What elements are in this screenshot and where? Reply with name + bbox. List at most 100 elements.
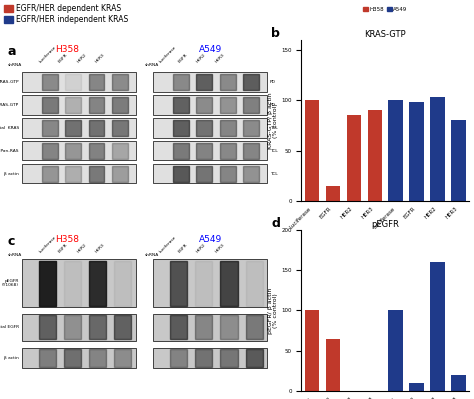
Text: Luciferase: Luciferase — [39, 235, 58, 254]
Text: pEGFR
(Y1068): pEGFR (Y1068) — [2, 279, 19, 287]
Bar — [197, 97, 212, 113]
Bar — [243, 97, 259, 113]
Bar — [22, 348, 136, 368]
Text: EGFR: EGFR — [57, 53, 69, 64]
Bar — [39, 261, 56, 306]
Bar — [64, 349, 81, 367]
Text: EGFR: EGFR — [57, 243, 69, 254]
Bar — [22, 95, 136, 115]
Bar — [65, 74, 81, 90]
Bar — [114, 315, 131, 340]
Bar — [173, 97, 189, 113]
Bar — [65, 143, 81, 159]
Bar — [389, 310, 403, 391]
Text: HER2: HER2 — [196, 53, 207, 64]
Bar — [39, 315, 56, 340]
Text: PD: PD — [270, 80, 276, 84]
Bar — [243, 166, 259, 182]
Bar — [170, 261, 187, 306]
Bar — [326, 339, 340, 391]
Bar — [22, 164, 136, 183]
Bar — [173, 143, 189, 159]
Bar — [197, 74, 212, 90]
Bar — [39, 349, 56, 367]
Bar — [195, 261, 212, 306]
Text: HER2: HER2 — [76, 53, 87, 64]
Bar — [220, 120, 236, 136]
Text: TCL: TCL — [270, 126, 278, 130]
Bar — [246, 261, 263, 306]
Bar — [65, 120, 81, 136]
Bar — [220, 261, 237, 306]
Text: H358: H358 — [55, 45, 80, 54]
Bar — [173, 120, 189, 136]
Bar — [197, 120, 212, 136]
Bar — [22, 259, 136, 307]
Bar — [220, 97, 236, 113]
Bar — [173, 166, 189, 182]
Bar — [153, 95, 267, 115]
Text: HER3: HER3 — [95, 243, 106, 254]
Bar — [112, 120, 128, 136]
Bar — [243, 74, 259, 90]
Bar — [89, 120, 104, 136]
Bar — [153, 164, 267, 183]
Text: Pan-RAS-GTP: Pan-RAS-GTP — [0, 103, 19, 107]
Bar — [114, 349, 131, 367]
Bar — [22, 73, 136, 92]
Bar — [220, 166, 236, 182]
Bar — [22, 141, 136, 160]
Bar — [112, 74, 128, 90]
Bar — [89, 315, 106, 340]
Text: shRNA: shRNA — [145, 63, 159, 67]
Bar — [89, 97, 104, 113]
Bar — [42, 74, 57, 90]
Text: TCL: TCL — [270, 172, 278, 176]
Bar — [89, 143, 104, 159]
Bar — [42, 97, 57, 113]
Text: HER3: HER3 — [214, 243, 226, 254]
Text: shRNA: shRNA — [8, 253, 22, 257]
Bar — [153, 118, 267, 138]
Text: β actin: β actin — [4, 356, 19, 360]
Text: Total EGFR: Total EGFR — [0, 326, 19, 330]
Bar — [410, 102, 424, 201]
Bar — [65, 97, 81, 113]
Bar — [64, 315, 81, 340]
Text: HER3: HER3 — [214, 53, 226, 64]
Bar — [64, 261, 81, 306]
Bar — [305, 310, 319, 391]
Text: PD: PD — [270, 103, 276, 107]
Text: shRNA: shRNA — [8, 63, 22, 67]
Bar — [246, 315, 263, 340]
Text: Luciferase: Luciferase — [159, 235, 177, 254]
Bar — [153, 73, 267, 92]
Text: TCL: TCL — [270, 149, 278, 153]
Text: Luciferase: Luciferase — [39, 45, 58, 64]
Text: Luciferase: Luciferase — [159, 45, 177, 64]
Y-axis label: KRAS-GTP/ β actin
(% control): KRAS-GTP/ β actin (% control) — [268, 92, 278, 149]
Bar — [367, 111, 382, 201]
Bar — [153, 259, 267, 307]
Text: HER2: HER2 — [76, 243, 87, 254]
Bar — [326, 186, 340, 201]
Bar — [89, 261, 106, 306]
X-axis label: shRNA: shRNA — [376, 231, 394, 236]
Text: HER3: HER3 — [95, 53, 106, 64]
Text: A549: A549 — [199, 45, 222, 54]
Bar — [220, 315, 237, 340]
Text: β actin: β actin — [4, 172, 19, 176]
Legend: H358, A549: H358, A549 — [363, 7, 408, 12]
Y-axis label: pEGFR/ β actin
(% control): pEGFR/ β actin (% control) — [268, 287, 278, 334]
Text: EGFR: EGFR — [177, 53, 189, 64]
Bar — [153, 314, 267, 341]
Bar — [112, 166, 128, 182]
Bar — [246, 349, 263, 367]
Bar — [22, 118, 136, 138]
Bar — [42, 143, 57, 159]
Bar — [112, 143, 128, 159]
Bar — [170, 349, 187, 367]
Bar — [243, 120, 259, 136]
Bar — [220, 349, 237, 367]
Bar — [170, 315, 187, 340]
